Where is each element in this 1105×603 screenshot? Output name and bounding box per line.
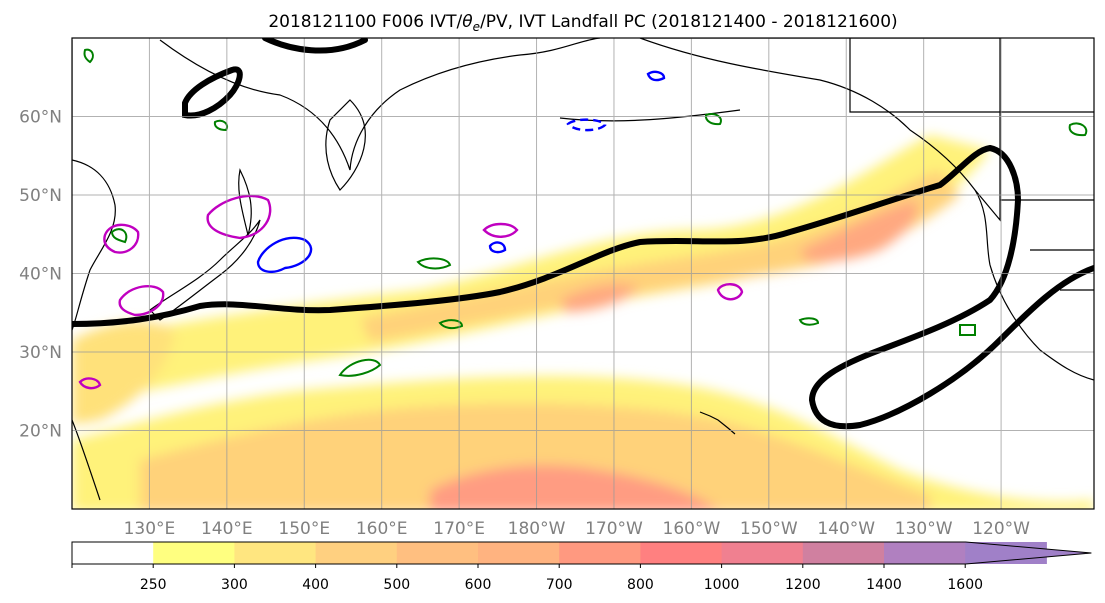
pv-negative-contour [488, 241, 507, 254]
latitude-tick-label: 60°N [19, 108, 62, 128]
colorbar-segment [153, 542, 235, 564]
theta-e-contour [83, 48, 94, 64]
pv-positive-contour [716, 283, 744, 301]
longitude-tick-label: 170°W [585, 519, 643, 539]
ivt-plume-north-mid [360, 170, 960, 342]
theta-e-contour [798, 317, 820, 326]
longitude-tick-label: 150°W [740, 519, 798, 539]
coast-japan [149, 219, 261, 321]
colorbar-tick-label: 400 [302, 577, 329, 593]
colorbar-tick-label: 1400 [866, 577, 902, 593]
longitude-tick-label: 140°E [201, 519, 253, 539]
longitude-tick-label: 140°W [817, 519, 875, 539]
colorbar-tick-label: 1200 [785, 577, 821, 593]
ivt-plume-north [110, 135, 990, 395]
map-content [72, 38, 1094, 509]
colorbar-tick-label: 700 [546, 577, 573, 593]
border-us-canada [849, 38, 1094, 113]
latitude-tick-label: 30°N [19, 343, 62, 363]
pv-negative-contour [566, 118, 607, 132]
theta-e-contour [959, 324, 976, 336]
colorbar-tick-label: 1600 [947, 577, 983, 593]
colorbar-tick-label: 1000 [704, 577, 740, 593]
coast-sakhalin [238, 168, 252, 238]
colorbar-outline [71, 541, 1092, 565]
pv-negative-contour [646, 70, 666, 82]
ivt-shading [72, 135, 1094, 509]
pv-positive-contour [482, 222, 519, 238]
longitude-tick-label: 130°E [124, 519, 176, 539]
colorbar-extension [965, 542, 1092, 564]
longitude-tick-label: 150°E [278, 519, 330, 539]
colorbar-segment [234, 542, 317, 564]
colorbar-tick-label: 600 [465, 577, 492, 593]
pc-contour-top [262, 38, 368, 54]
colorbar-segment [884, 542, 966, 564]
pv-contours [78, 70, 744, 390]
colorbar-tick-label: 300 [221, 577, 248, 593]
theta-e-contour [213, 119, 228, 132]
colorbar-segment [315, 542, 398, 564]
pc-contour-main [72, 144, 1094, 430]
colorbar-segment [721, 542, 804, 564]
colorbar-segment [802, 542, 885, 564]
colorbar-segment [478, 542, 560, 564]
theta-e-contour [110, 228, 128, 244]
map-title: 2018121100 F006 IVT/θe/PV, IVT Landfall … [268, 12, 897, 34]
theta-e-contour [416, 257, 452, 270]
pv-positive-contour [78, 377, 102, 390]
coast-siberia [159, 38, 601, 171]
colorbar-tick-label: 500 [383, 577, 410, 593]
longitude-tick-label: 160°W [663, 519, 721, 539]
coast-north-america [974, 189, 1094, 381]
graticule [72, 38, 1094, 509]
pv-positive-contour [118, 284, 165, 317]
coast-philippines [72, 419, 101, 501]
theta-e-contour [438, 319, 464, 330]
longitude-tick-label: 170°E [433, 519, 485, 539]
coast-asia [72, 40, 116, 331]
longitude-labels: 130°E 140°E 150°E 160°E 170°E 180°W 170°W 160°W… [124, 519, 1031, 539]
longitude-tick-label: 130°W [895, 519, 953, 539]
latitude-tick-label: 20°N [19, 422, 62, 442]
coast-kamchatka [325, 99, 366, 191]
longitude-tick-label: 160°E [356, 519, 408, 539]
theta-e-contour [1068, 122, 1088, 137]
theta-e-contour [704, 113, 722, 126]
colorbar-tick-label: 250 [140, 577, 167, 593]
pc-contour-north [182, 66, 243, 119]
landfall-pc-contours [72, 38, 1094, 430]
map-border [71, 37, 1095, 510]
pv-positive-contour [103, 223, 140, 254]
pv-negative-contour [256, 236, 313, 274]
colorbar-segment [396, 542, 479, 564]
longitude-tick-label: 180°W [508, 519, 566, 539]
latitude-labels: 60°N 50°N 40°N 30°N 20°N [19, 108, 62, 442]
colorbar-segment [72, 542, 154, 564]
latitude-tick-label: 50°N [19, 186, 62, 206]
colorbar-segment [640, 542, 723, 564]
ivt-band-south-core [430, 465, 717, 509]
pv-positive-contour [206, 194, 272, 240]
longitude-tick-label: 120°W [972, 519, 1030, 539]
theta-e-contour [338, 358, 382, 377]
colorbar-tick-label: 800 [627, 577, 654, 593]
theta-e-contours [83, 48, 1088, 377]
colorbar: 250 300 400 500 600 700 800 1000 1200 1400 1600 [71, 541, 1092, 593]
ivt-band-south-mid [140, 403, 930, 509]
colorbar-segment [559, 542, 641, 564]
latitude-tick-label: 40°N [19, 265, 62, 285]
